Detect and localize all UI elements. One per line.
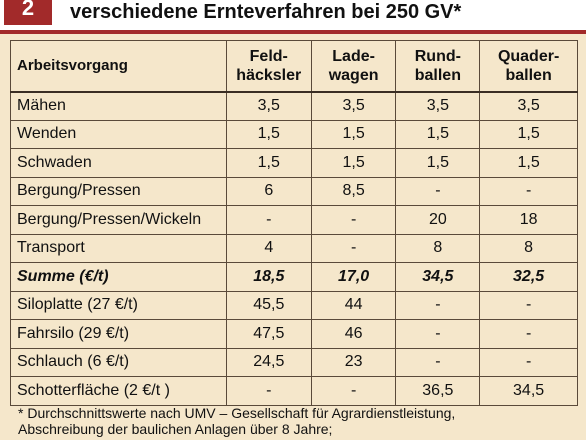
cell-value: 3,5 (310, 91, 397, 121)
row-label: Schotterfläche (2 €/t ) (10, 376, 227, 406)
table-row: Mähen 3,5 3,5 3,5 3,5 (10, 91, 578, 121)
table-row: Schwaden 1,5 1,5 1,5 1,5 (10, 148, 578, 178)
cell-value: 32,5 (479, 262, 578, 292)
cell-value: - (479, 347, 578, 377)
cell-value: - (225, 205, 312, 235)
cell-value: - (395, 319, 481, 349)
table-row: Bergung/Pressen 6 8,5 - - (10, 176, 578, 206)
table-title: verschiedene Ernteverfahren bei 250 GV* (70, 1, 462, 23)
cell-value: - (310, 233, 397, 263)
row-label: Transport (10, 233, 227, 263)
column-header-line2: wagen (328, 66, 379, 84)
cell-value: 3,5 (395, 91, 481, 121)
footnote: * Durchschnittswerte nach UMV – Gesellsc… (18, 405, 578, 437)
row-label: Summe (€/t) (10, 262, 227, 292)
header-bar: 2 verschiedene Ernteverfahren bei 250 GV… (0, 0, 586, 30)
column-header-line1: Lade- (332, 47, 375, 65)
cell-value: 6 (225, 176, 312, 206)
cell-value: 17,0 (310, 262, 397, 292)
cell-value: - (395, 176, 481, 206)
cell-value: - (479, 319, 578, 349)
footnote-line: Abschreibung der baulichen Anlagen über … (18, 421, 333, 437)
table-row: Bergung/Pressen/Wickeln - - 20 18 (10, 205, 578, 235)
cell-value: - (225, 376, 312, 406)
cell-value: 8,5 (310, 176, 397, 206)
cell-value: 34,5 (479, 376, 578, 406)
row-label: Bergung/Pressen/Wickeln (10, 205, 227, 235)
cell-value: 1,5 (395, 119, 481, 149)
cell-value: 1,5 (395, 148, 481, 178)
cell-value: 8 (395, 233, 481, 263)
cell-value: 18,5 (225, 262, 312, 292)
cell-value: 23 (310, 347, 397, 377)
title-rule (0, 30, 586, 34)
column-header-text: Arbeitsvorgang (17, 57, 128, 75)
cell-value: 18 (479, 205, 578, 235)
column-header-quaderballen: Quader- ballen (479, 40, 578, 92)
column-header-feldhaecksler: Feld- häcksler (225, 40, 312, 92)
cell-value: 36,5 (395, 376, 481, 406)
cell-value: 44 (310, 290, 397, 320)
cell-value: 47,5 (225, 319, 312, 349)
cell-value: - (479, 290, 578, 320)
column-header-line2: häcksler (236, 66, 302, 84)
cell-value: 3,5 (479, 91, 578, 121)
table-row: Fahrsilo (29 €/t) 47,5 46 - - (10, 319, 578, 349)
cell-value: - (310, 205, 397, 235)
column-header-line1: Quader- (497, 47, 560, 65)
column-header-line2: ballen (414, 66, 461, 84)
cell-value: - (395, 290, 481, 320)
table-row: Wenden 1,5 1,5 1,5 1,5 (10, 119, 578, 149)
row-label: Schwaden (10, 148, 227, 178)
cell-value: - (310, 376, 397, 406)
column-header-arbeitsvorgang: Arbeitsvorgang (10, 40, 227, 92)
table-row: Schotterfläche (2 €/t ) - - 36,5 34,5 (10, 376, 578, 406)
table-row: Siloplatte (27 €/t) 45,5 44 - - (10, 290, 578, 320)
cell-value: - (395, 347, 481, 377)
column-header-line1: Rund- (414, 47, 461, 65)
cell-value: 1,5 (479, 119, 578, 149)
cell-value: 1,5 (479, 148, 578, 178)
cell-value: 4 (225, 233, 312, 263)
cell-value: 1,5 (310, 148, 397, 178)
column-header-ladewagen: Lade- wagen (310, 40, 397, 92)
row-label: Fahrsilo (29 €/t) (10, 319, 227, 349)
cell-value: 1,5 (225, 119, 312, 149)
cell-value: 1,5 (310, 119, 397, 149)
row-label: Schlauch (6 €/t) (10, 347, 227, 377)
cell-value: 24,5 (225, 347, 312, 377)
cell-value: 8 (479, 233, 578, 263)
row-label: Mähen (10, 91, 227, 121)
cell-value: 20 (395, 205, 481, 235)
cell-value: - (479, 176, 578, 206)
column-header-rundballen: Rund- ballen (395, 40, 481, 92)
row-label: Wenden (10, 119, 227, 149)
table-number-badge: 2 (4, 0, 52, 25)
table-row: Transport 4 - 8 8 (10, 233, 578, 263)
cell-value: 1,5 (225, 148, 312, 178)
cell-value: 46 (310, 319, 397, 349)
footnote-line: * Durchschnittswerte nach UMV – Gesellsc… (18, 405, 456, 421)
table-header-row: Arbeitsvorgang Feld- häcksler Lade- wage… (10, 40, 578, 92)
column-header-line1: Feld- (249, 47, 288, 65)
table-row: Schlauch (6 €/t) 24,5 23 - - (10, 347, 578, 377)
row-label: Bergung/Pressen (10, 176, 227, 206)
cell-value: 3,5 (225, 91, 312, 121)
column-header-line2: ballen (505, 66, 552, 84)
row-label: Siloplatte (27 €/t) (10, 290, 227, 320)
cell-value: 45,5 (225, 290, 312, 320)
cost-table: Arbeitsvorgang Feld- häcksler Lade- wage… (10, 40, 578, 406)
cell-value: 34,5 (395, 262, 481, 292)
table-row-summe: Summe (€/t) 18,5 17,0 34,5 32,5 (10, 262, 578, 292)
